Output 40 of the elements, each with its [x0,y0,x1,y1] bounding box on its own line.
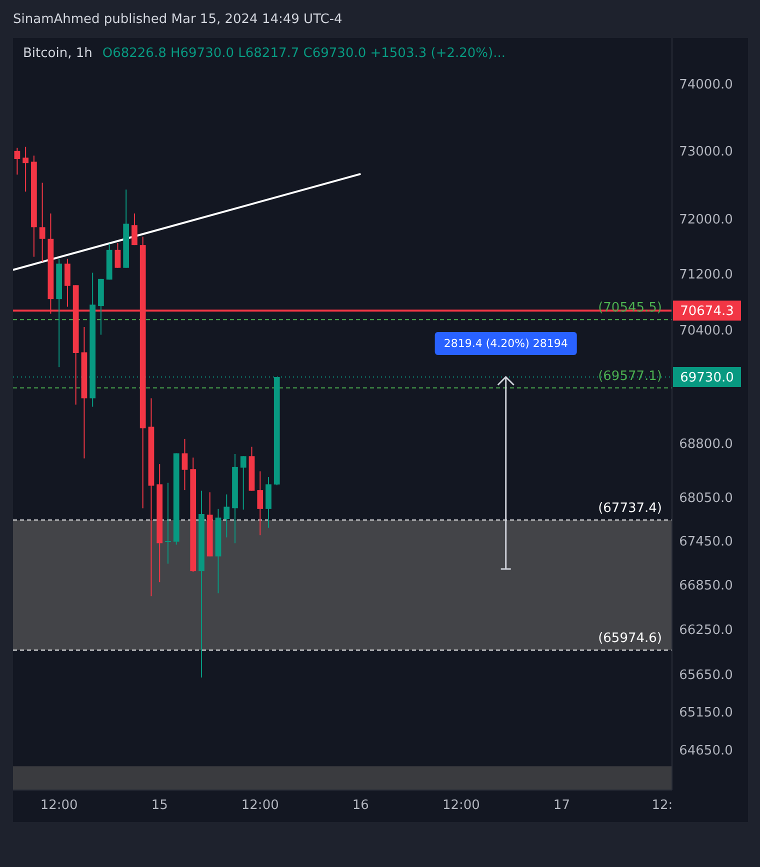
candlestick [240,456,246,510]
x-tick-label: 16 [352,798,369,813]
y-tick-label: 66250.0 [679,623,733,638]
y-tick-label: 70400.0 [679,323,733,338]
ref-line-label: 69730.0 [680,370,734,386]
x-tick-label: 12:00 [442,798,480,813]
candlestick [224,494,230,538]
y-tick-label: 68050.0 [679,490,733,506]
text: O68226.8 H69730.0 L68217.7 C69730.0 +1503.3 (+2.20%)... [102,46,506,61]
text: Bitcoin, 1h [23,46,92,61]
candlestick [14,147,20,176]
y-tick-label: 74000.0 [679,77,733,92]
candlestick [182,438,188,491]
candlestick [114,242,121,268]
y-tick-label: 72000.0 [679,212,733,228]
candlestick [132,212,138,246]
y-tick-label: 65150.0 [679,706,733,721]
annotation: 2819.4 (4.20%) 28194 [444,336,568,350]
x-tick-label: 12:00 [241,798,279,813]
x-tick-label: 12: [652,798,673,813]
y-tick-label: 73000.0 [679,144,733,160]
y-tick-label: 71200.0 [679,268,733,283]
ref-line-label: (65974.6) [598,631,662,646]
x-tick-label: 12:00 [40,798,78,813]
y-tick-label: 64650.0 [679,744,733,759]
candlestick [165,482,171,564]
ref-line-label: (67737.4) [598,501,662,516]
text: SinamAhmed published Mar 15, 2024 14:49 UTC-4 [13,12,342,27]
y-tick-label: 68800.0 [679,436,733,452]
ref-line-label: (69577.1) [598,368,662,384]
ref-line-label: 70674.3 [680,304,734,320]
candlestick [39,182,46,262]
x-tick-label: 17 [553,798,570,813]
candlestick [64,258,70,308]
y-tick-label: 65650.0 [679,668,733,683]
candlestick [257,470,264,536]
x-tick-label: 15 [151,798,168,813]
y-tick-label: 66850.0 [679,578,733,594]
y-tick-label: 67450.0 [679,534,733,550]
candlestick [22,146,28,192]
